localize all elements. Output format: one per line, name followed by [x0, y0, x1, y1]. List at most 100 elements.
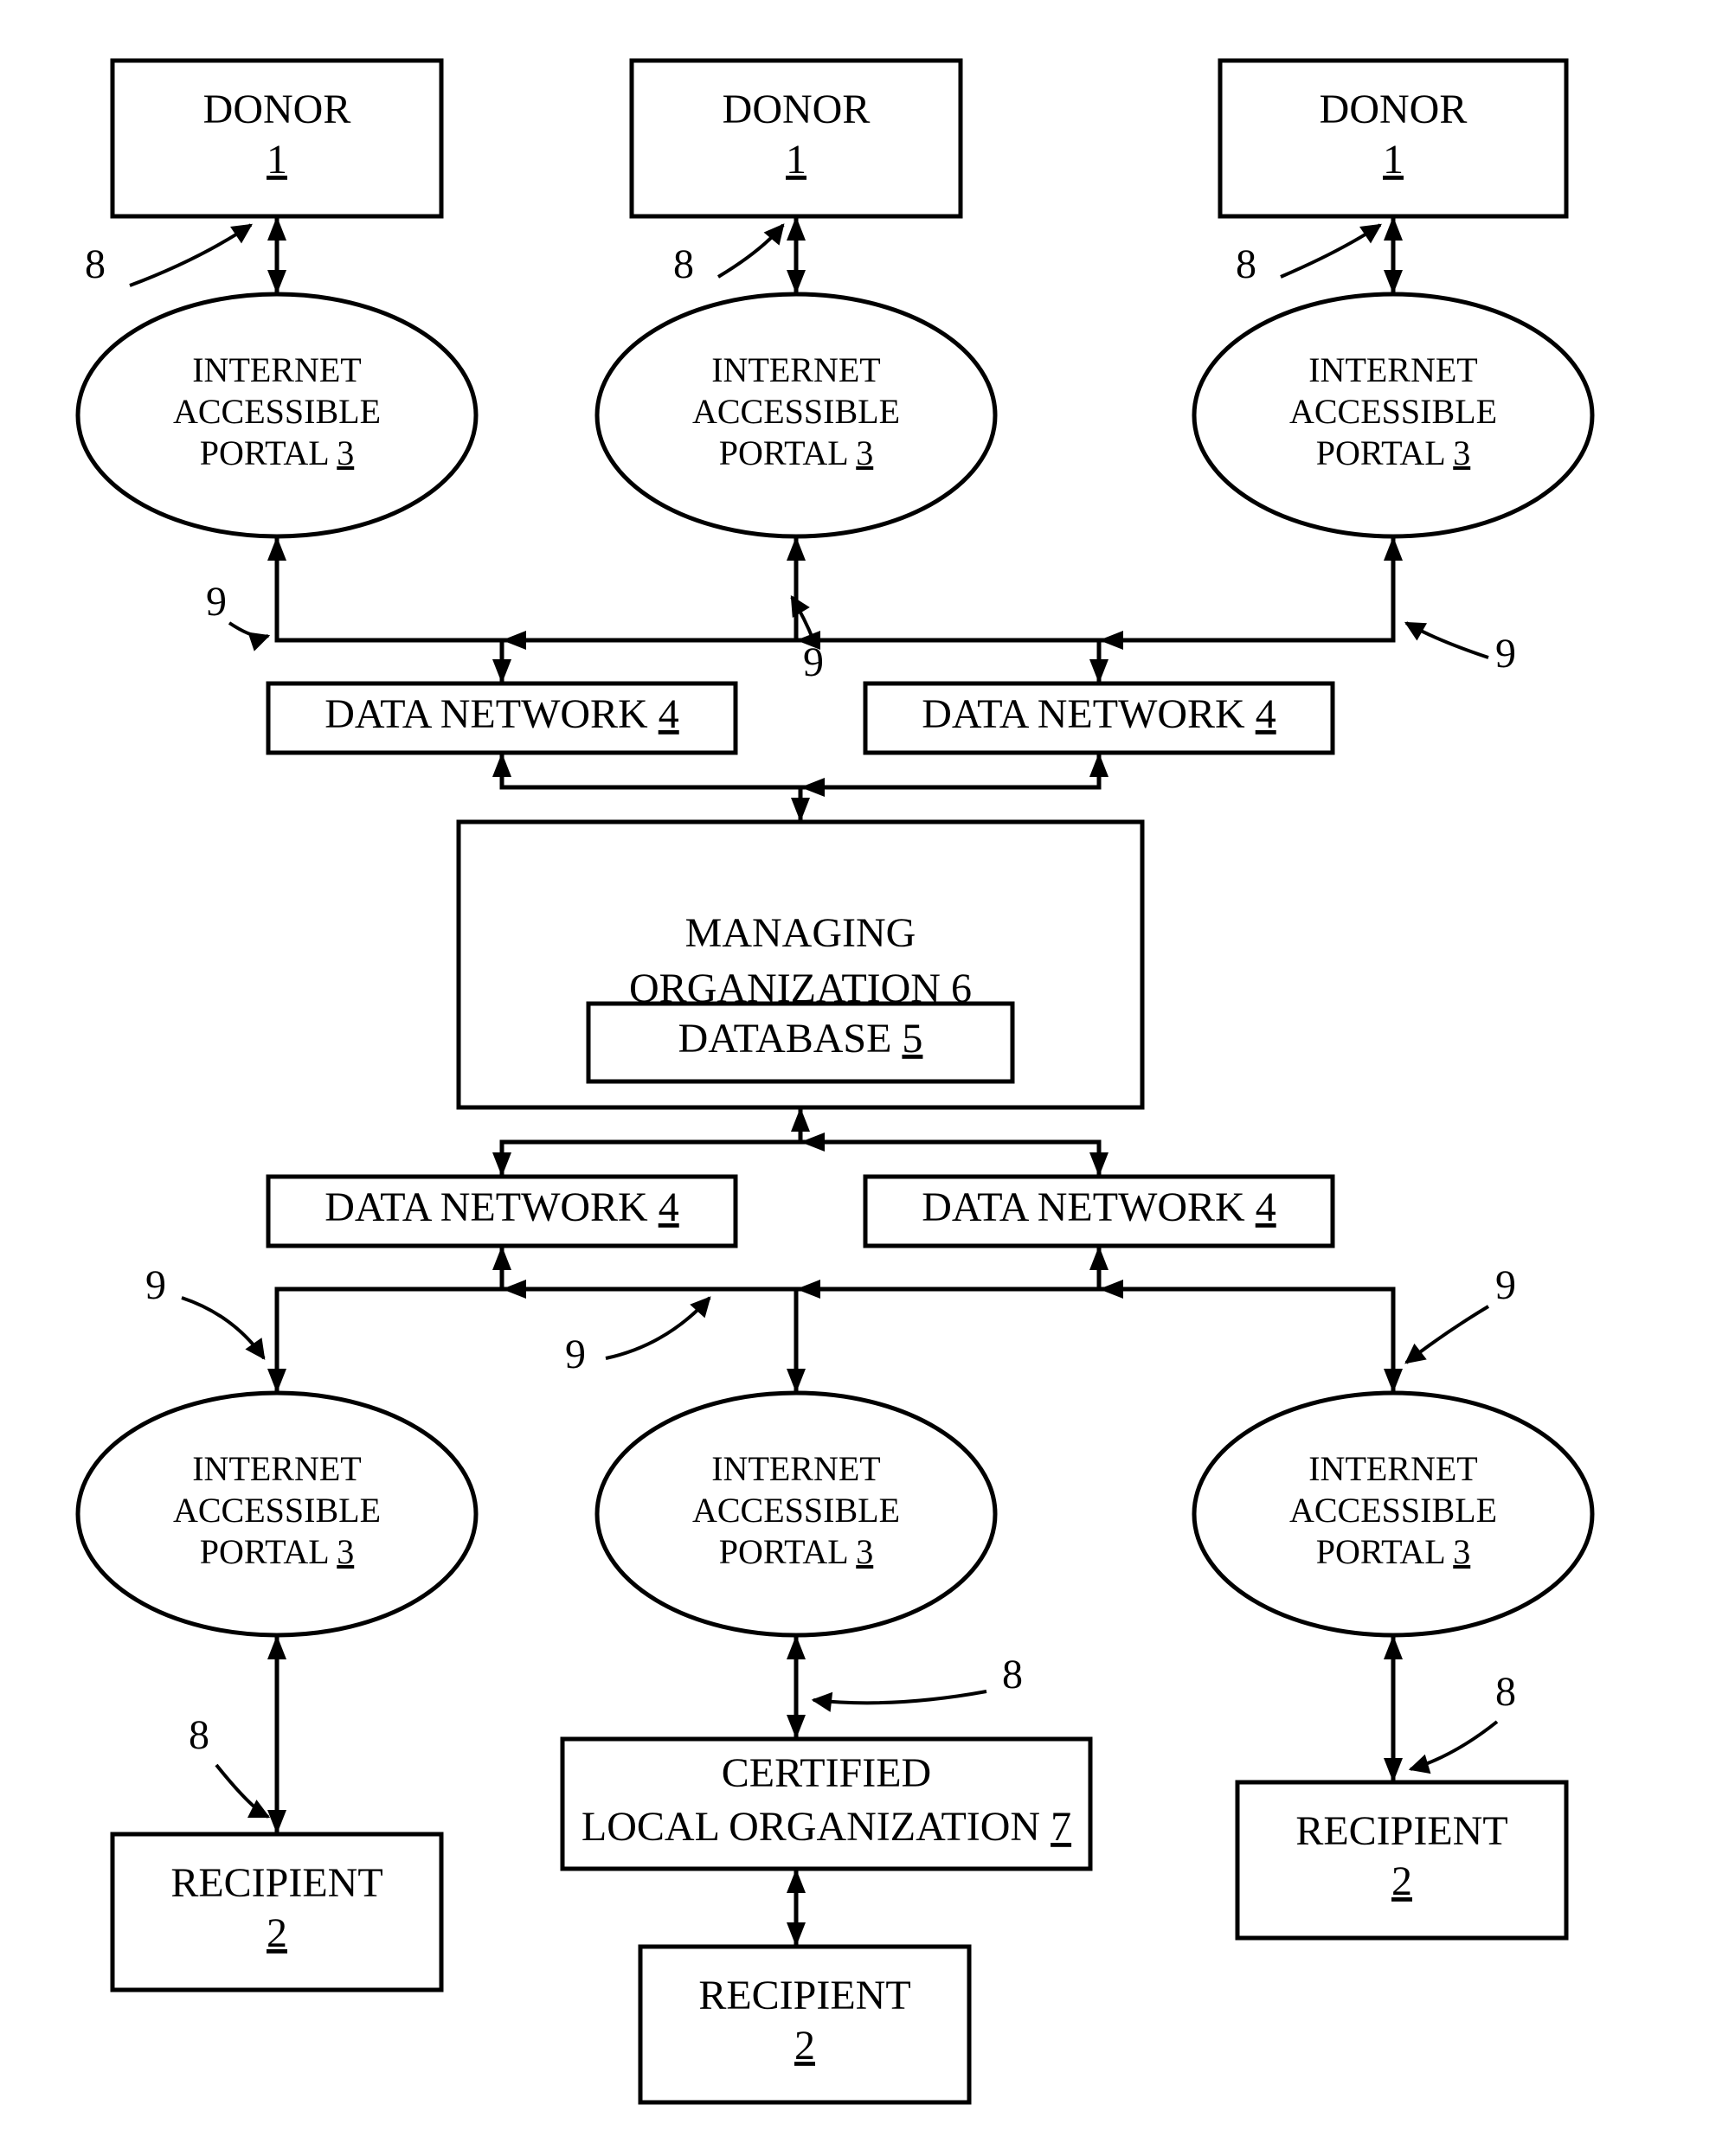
node-label: ACCESSIBLE — [1289, 392, 1497, 431]
callout-arrow — [216, 1765, 268, 1817]
edge-arrow — [787, 216, 806, 241]
edge — [277, 1246, 502, 1393]
edge — [502, 536, 796, 640]
edge-arrow — [492, 659, 511, 683]
callout-arrow — [1406, 1306, 1488, 1363]
edge-arrow — [1384, 216, 1403, 241]
node-label: DONOR — [1320, 87, 1468, 132]
node-label: PORTAL 3 — [1316, 1532, 1470, 1571]
edge-arrow — [1089, 1246, 1108, 1270]
callout-arrow — [1410, 1722, 1497, 1769]
edge-arrow — [787, 536, 806, 561]
edge-arrow — [267, 536, 286, 561]
callout-label: 9 — [206, 579, 227, 625]
node-label: DONOR — [203, 87, 351, 132]
edge-arrow — [1384, 536, 1403, 561]
edge-arrow — [791, 798, 810, 822]
node-label: PORTAL 3 — [200, 433, 354, 472]
callout-label: 8 — [1495, 1669, 1516, 1715]
node-label: ACCESSIBLE — [173, 1491, 381, 1530]
edge-arrow — [787, 1369, 806, 1393]
edge-arrow — [267, 1810, 286, 1834]
edge — [502, 753, 800, 822]
callout-arrow — [1406, 623, 1488, 658]
callout-arrow — [813, 1691, 986, 1703]
node-label: LOCAL ORGANIZATION 7 — [582, 1804, 1071, 1850]
node-label: DATA NETWORK 4 — [325, 1184, 678, 1230]
callout-label: 8 — [85, 241, 106, 287]
edge-arrow — [1384, 1758, 1403, 1782]
node-label: RECIPIENT — [170, 1860, 382, 1906]
node-label: DATABASE 5 — [678, 1016, 923, 1062]
node-label: INTERNET — [192, 1449, 362, 1488]
edge-arrow — [791, 1107, 810, 1132]
edge — [502, 1107, 800, 1177]
callout-arrow — [182, 1298, 264, 1358]
node-label: MANAGING — [685, 910, 916, 956]
callout-arrow — [130, 225, 251, 286]
edge-arrow — [1089, 753, 1108, 777]
node-ref: 1 — [1383, 137, 1404, 183]
callout-label: 8 — [189, 1712, 209, 1758]
callout-label: 8 — [1002, 1652, 1023, 1697]
edge-arrow — [267, 216, 286, 241]
callout-arrow — [229, 623, 268, 637]
edge-arrow — [787, 1635, 806, 1659]
node-label: PORTAL 3 — [1316, 433, 1470, 472]
edge-arrow — [1099, 1280, 1123, 1299]
node-label: RECIPIENT — [698, 1973, 910, 2018]
edge — [796, 640, 1099, 683]
edge — [1099, 1289, 1393, 1393]
node-ref: 2 — [1391, 1858, 1412, 1904]
node-label: ACCESSIBLE — [1289, 1491, 1497, 1530]
node-ref: 1 — [786, 137, 806, 183]
edge-arrow — [1099, 631, 1123, 650]
edge-arrow — [492, 1246, 511, 1270]
node-ref: 1 — [267, 137, 287, 183]
edge-arrow — [1384, 1635, 1403, 1659]
edge-arrow — [1384, 270, 1403, 294]
node-label: RECIPIENT — [1295, 1808, 1507, 1854]
edge-arrow — [492, 1152, 511, 1177]
node-label: DATA NETWORK 4 — [325, 691, 678, 737]
callout-arrow — [718, 225, 783, 277]
edge-arrow — [796, 1280, 820, 1299]
edge — [502, 1289, 796, 1393]
edge-arrow — [787, 1715, 806, 1739]
node-label: INTERNET — [192, 350, 362, 389]
callout-arrow — [606, 1298, 710, 1358]
edge-arrow — [800, 1133, 825, 1152]
edge — [800, 1142, 1099, 1177]
edge-arrow — [787, 1922, 806, 1947]
callout-label: 8 — [673, 241, 694, 287]
edge-arrow — [492, 753, 511, 777]
edge-arrow — [267, 1369, 286, 1393]
edge-arrow — [1384, 1369, 1403, 1393]
node-ref: 2 — [794, 2023, 815, 2069]
callout-label: 9 — [1495, 631, 1516, 677]
callout-label: 9 — [565, 1331, 586, 1377]
edge-arrow — [1089, 1152, 1108, 1177]
edge-arrow — [502, 1280, 526, 1299]
callout-label: 9 — [1495, 1262, 1516, 1308]
edge-arrow — [267, 270, 286, 294]
edge-arrow — [800, 778, 825, 797]
node-label: INTERNET — [1308, 350, 1478, 389]
callout-label: 9 — [803, 639, 824, 685]
node-label: ACCESSIBLE — [692, 392, 900, 431]
system-diagram: DONOR1DONOR1DONOR1INTERNETACCESSIBLEPORT… — [0, 0, 1735, 2156]
node-label: CERTIFIED — [722, 1750, 931, 1796]
node-label: DATA NETWORK 4 — [922, 1184, 1276, 1230]
node-label: PORTAL 3 — [200, 1532, 354, 1571]
callout-label: 9 — [145, 1262, 166, 1308]
node-ref: 2 — [267, 1910, 287, 1956]
node-label: PORTAL 3 — [719, 433, 873, 472]
callout-arrow — [1281, 225, 1380, 277]
node-label: ACCESSIBLE — [692, 1491, 900, 1530]
node-label: DONOR — [723, 87, 871, 132]
edge — [277, 536, 502, 683]
node-label: PORTAL 3 — [719, 1532, 873, 1571]
edge-arrow — [787, 270, 806, 294]
edge — [796, 1246, 1099, 1289]
edge-arrow — [502, 631, 526, 650]
